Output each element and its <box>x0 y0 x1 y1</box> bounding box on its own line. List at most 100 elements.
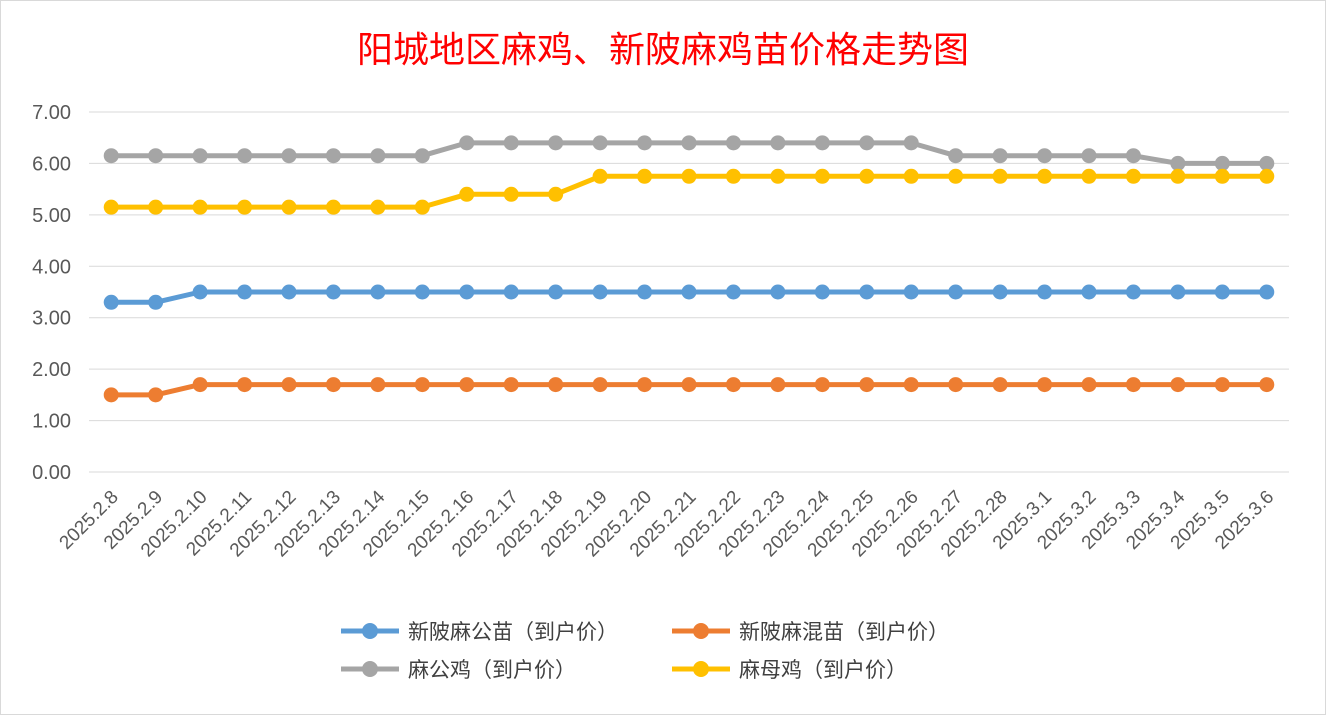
data-point <box>1214 377 1230 393</box>
data-point <box>859 377 875 393</box>
y-tick-label: 1.00 <box>32 411 71 433</box>
data-point <box>1259 377 1275 393</box>
series-lines <box>103 135 1275 403</box>
data-point <box>1037 284 1053 300</box>
data-point <box>414 199 430 215</box>
y-axis-ticks: 0.00 1.00 2.00 3.00 4.00 5.00 6.00 7.00 <box>32 102 71 484</box>
data-point <box>725 284 741 300</box>
data-point <box>725 168 741 184</box>
legend-label: 麻公鸡（到户价） <box>408 658 576 682</box>
series-3 <box>103 135 1275 171</box>
data-point <box>1259 168 1275 184</box>
data-point <box>1170 168 1186 184</box>
data-point <box>1259 155 1275 171</box>
data-point <box>503 135 519 151</box>
data-point <box>992 148 1008 164</box>
data-point <box>1125 148 1141 164</box>
data-point <box>948 284 964 300</box>
data-point <box>237 377 253 393</box>
data-point <box>325 148 341 164</box>
data-point <box>592 135 608 151</box>
data-point <box>459 135 475 151</box>
y-tick-label: 6.00 <box>32 153 71 175</box>
data-point <box>1214 284 1230 300</box>
data-point <box>503 186 519 202</box>
legend-swatch-marker <box>362 661 378 677</box>
data-point <box>1170 377 1186 393</box>
data-point <box>903 168 919 184</box>
data-point <box>237 284 253 300</box>
data-point <box>859 168 875 184</box>
series-1 <box>103 284 1275 310</box>
data-point <box>548 135 564 151</box>
data-point <box>725 135 741 151</box>
data-point <box>770 377 786 393</box>
y-tick-label: 7.00 <box>32 102 71 124</box>
data-point <box>1214 155 1230 171</box>
data-point <box>1125 284 1141 300</box>
data-point <box>948 168 964 184</box>
legend-label: 麻母鸡（到户价） <box>739 658 907 682</box>
data-point <box>814 377 830 393</box>
data-point <box>103 148 119 164</box>
data-point <box>325 199 341 215</box>
data-point <box>281 199 297 215</box>
data-point <box>237 148 253 164</box>
data-point <box>103 199 119 215</box>
data-point <box>903 377 919 393</box>
data-point <box>281 148 297 164</box>
data-point <box>592 168 608 184</box>
data-point <box>414 377 430 393</box>
data-point <box>637 284 653 300</box>
data-point <box>948 148 964 164</box>
data-point <box>681 377 697 393</box>
data-point <box>370 148 386 164</box>
legend-item: 新陂麻公苗（到户价） <box>341 620 618 644</box>
data-point <box>859 135 875 151</box>
data-point <box>414 148 430 164</box>
data-point <box>770 284 786 300</box>
series-4 <box>103 168 1275 215</box>
data-point <box>681 284 697 300</box>
data-point <box>414 284 430 300</box>
legend-item: 新陂麻混苗（到户价） <box>672 620 949 644</box>
data-point <box>903 135 919 151</box>
data-point <box>814 135 830 151</box>
data-point <box>637 377 653 393</box>
data-point <box>1037 377 1053 393</box>
legend-item: 麻公鸡（到户价） <box>341 658 576 682</box>
data-point <box>459 186 475 202</box>
y-tick-label: 2.00 <box>32 359 71 381</box>
data-point <box>148 199 164 215</box>
data-point <box>1037 148 1053 164</box>
data-point <box>103 387 119 403</box>
data-point <box>192 148 208 164</box>
data-point <box>992 168 1008 184</box>
data-point <box>1125 377 1141 393</box>
chart-title: 阳城地区麻鸡、新陂麻鸡苗价格走势图 <box>357 30 969 71</box>
y-tick-label: 5.00 <box>32 205 71 227</box>
data-point <box>548 186 564 202</box>
data-point <box>1081 168 1097 184</box>
gridlines <box>89 111 1289 473</box>
legend-label: 新陂麻公苗（到户价） <box>408 620 618 644</box>
data-point <box>459 284 475 300</box>
data-point <box>592 377 608 393</box>
data-point <box>148 387 164 403</box>
data-point <box>1259 284 1275 300</box>
data-point <box>192 284 208 300</box>
data-point <box>325 284 341 300</box>
data-point <box>1170 155 1186 171</box>
data-point <box>637 135 653 151</box>
data-point <box>725 377 741 393</box>
y-tick-label: 4.00 <box>32 256 71 278</box>
data-point <box>237 199 253 215</box>
y-tick-label: 0.00 <box>32 462 71 484</box>
data-point <box>770 135 786 151</box>
legend-label: 新陂麻混苗（到户价） <box>739 620 949 644</box>
data-point <box>814 284 830 300</box>
data-point <box>992 377 1008 393</box>
data-point <box>548 284 564 300</box>
data-point <box>992 284 1008 300</box>
